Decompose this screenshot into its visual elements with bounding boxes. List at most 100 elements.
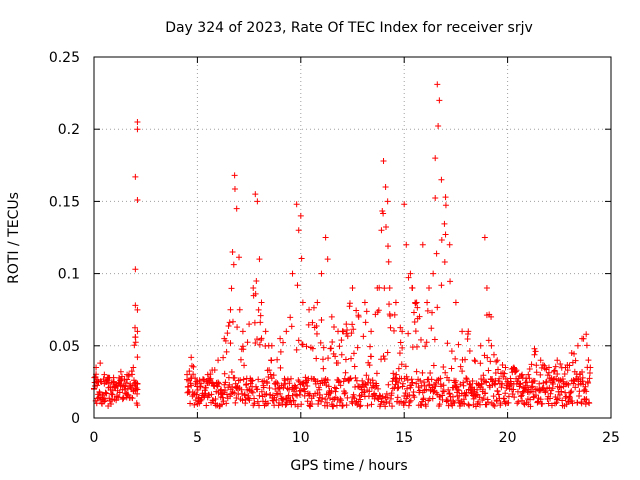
data-point [335,328,342,335]
data-point [316,391,323,398]
data-point [258,388,265,395]
data-point [511,394,518,401]
data-point [578,400,585,407]
data-point [476,394,483,401]
data-point [583,396,590,403]
data-point [192,375,199,382]
data-point [543,378,550,385]
data-point [477,360,484,367]
data-point [228,369,235,376]
data-point [443,398,450,405]
data-point [260,384,267,391]
data-point [488,313,495,320]
y-tick-label: 0 [71,411,80,427]
data-point [331,324,338,331]
data-point [220,354,227,361]
data-point [129,395,136,402]
data-point [190,371,197,378]
data-point [476,401,483,408]
data-point [95,378,102,385]
data-point [440,382,447,389]
data-point [228,285,235,292]
y-tick-label: 0.2 [58,122,80,138]
data-point [240,346,247,353]
data-point [117,377,124,384]
data-point [283,328,290,335]
data-point [532,392,539,399]
data-point [341,375,348,382]
data-point [215,380,222,387]
data-point [270,372,277,379]
data-point [536,380,543,387]
data-point [116,389,123,396]
data-point [132,339,139,346]
data-point [452,377,459,384]
data-point [298,255,305,262]
data-point [452,355,459,362]
data-point [411,319,418,326]
data-point [466,348,473,355]
data-point [219,394,226,401]
data-point [279,396,286,403]
grid-lines [94,57,611,418]
data-point [526,365,533,372]
data-point [386,301,393,308]
chart-title: Day 324 of 2023, Rate Of TEC Index for r… [165,20,533,36]
data-point [286,386,293,393]
data-point [532,348,539,355]
data-point [303,343,310,350]
data-point [277,348,284,355]
data-point [548,402,555,409]
data-point [267,391,274,398]
data-point [496,375,503,382]
data-point [528,384,535,391]
data-point [266,385,273,392]
data-point [485,367,492,374]
data-point [258,299,265,306]
data-point [470,401,477,408]
data-point [120,395,127,402]
data-point [491,403,498,410]
data-point [569,400,576,407]
data-point [336,343,343,350]
data-point [351,363,358,370]
data-point [554,370,561,377]
data-point [468,385,475,392]
data-point [188,382,195,389]
data-point [406,398,413,405]
data-point [263,391,270,398]
data-point [266,367,273,374]
data-point [385,381,392,388]
data-point [474,386,481,393]
data-point [502,364,509,371]
data-point [462,356,469,363]
data-point [442,202,449,209]
data-point [127,394,134,401]
data-point [338,351,345,358]
data-point [403,373,410,380]
data-point [428,376,435,383]
data-point [423,339,430,346]
y-axis-label: ROTI / TECUs [6,192,22,284]
data-point [277,390,284,397]
data-point [433,250,440,257]
data-point [488,342,495,349]
data-point [382,403,389,410]
data-point [505,399,512,406]
data-point [539,400,546,407]
data-point [383,224,390,231]
data-point [297,387,304,394]
data-point [94,382,101,389]
data-point [495,391,502,398]
data-point [512,368,519,375]
data-point [132,334,139,341]
data-point [357,402,364,409]
data-point [537,357,544,364]
data-point [319,356,326,363]
data-point [225,322,232,329]
data-point [252,340,259,347]
x-axis-label: GPS time / hours [290,458,407,474]
data-point [547,390,554,397]
data-point [218,401,225,408]
data-point [485,337,492,344]
